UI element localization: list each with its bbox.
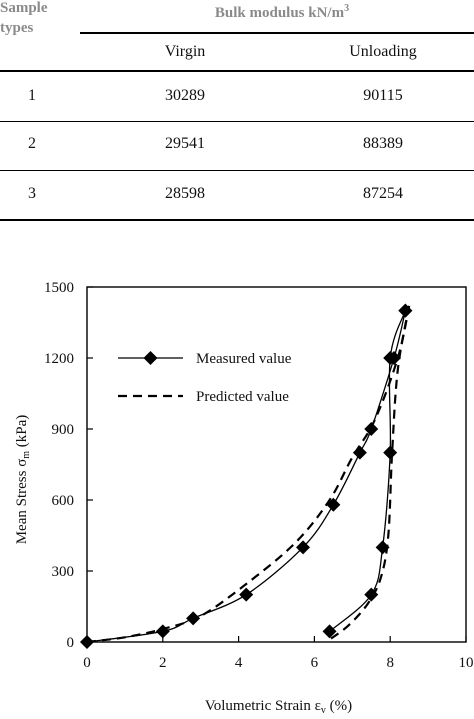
x-axis-label: Volumetric Strain εv (%) xyxy=(205,698,352,716)
row-2-type: 2 xyxy=(28,135,36,152)
x-axis-label-unit: (%) xyxy=(326,698,352,714)
sample-types-header: Sample types xyxy=(0,0,70,38)
bulk-modulus-table: Sample types Bulk modulus kN/m3 Virgin Un… xyxy=(0,0,474,222)
x-tick-label-2: 2 xyxy=(159,655,167,671)
y-axis-label-sub: m xyxy=(21,451,32,459)
series-1-unloading-point-1 xyxy=(398,303,413,318)
row-rule-1 xyxy=(0,121,474,122)
series-1-loading-point-2 xyxy=(155,624,170,639)
y-tick-label-1500: 1500 xyxy=(44,280,74,296)
bulk-modulus-header: Bulk modulus kN/m3 xyxy=(90,3,474,22)
y-tick-label-1200: 1200 xyxy=(44,351,74,367)
y-tick-label-300: 300 xyxy=(52,564,75,580)
bulk-modulus-sup: 3 xyxy=(344,3,350,14)
row-3-type: 3 xyxy=(28,185,36,202)
header-rule xyxy=(0,70,474,72)
legend-measured-marker xyxy=(143,351,158,365)
legend-measured-label: Measured value xyxy=(196,351,292,367)
y-axis-label: Mean Stress σm (kPa) xyxy=(14,415,32,545)
series-1-loading-line xyxy=(86,310,407,643)
plot-frame xyxy=(86,286,467,643)
series-1-loading-point-5 xyxy=(296,540,311,555)
legend-predicted-label: Predicted value xyxy=(196,389,289,405)
group-rule xyxy=(80,32,474,34)
row-2-virgin: 29541 xyxy=(165,135,205,152)
series-2-loading-line xyxy=(86,305,411,644)
col-virgin-header: Virgin xyxy=(164,43,206,60)
row-rule-2 xyxy=(0,170,474,171)
row-2-unloading: 88389 xyxy=(363,135,403,152)
series-1-unloading-point-6 xyxy=(322,624,337,639)
x-tick-label-6: 6 xyxy=(311,655,319,671)
series-1-unloading-point-3 xyxy=(383,445,398,460)
bulk-modulus-text: Bulk modulus kN/m xyxy=(214,5,345,21)
series-1-unloading-point-2 xyxy=(383,351,398,365)
sample-types-line-1: Sample xyxy=(0,0,48,16)
series-2-unloading-line xyxy=(328,305,411,641)
row-3-unloading: 87254 xyxy=(363,185,403,202)
row-1-virgin: 30289 xyxy=(165,87,205,104)
y-tick-label-600: 600 xyxy=(52,493,75,509)
y-axis-label-unit: (kPa) xyxy=(14,415,30,451)
row-3-virgin: 28598 xyxy=(165,185,205,202)
x-tick-label-4: 4 xyxy=(235,655,243,671)
row-1-unloading: 90115 xyxy=(363,87,403,104)
series-1-loading-point-8 xyxy=(364,422,379,436)
y-tick-label-0: 0 xyxy=(67,635,75,651)
x-tick-label-8: 8 xyxy=(386,655,394,671)
row-1-type: 1 xyxy=(28,87,36,104)
col-unloading-header: Unloading xyxy=(349,43,417,60)
x-tick-label-10: 10 xyxy=(459,655,474,671)
x-axis-label-sub: v xyxy=(321,705,326,716)
x-tick-label-0: 0 xyxy=(83,655,91,671)
y-tick-label-900: 900 xyxy=(52,422,75,438)
bottom-rule xyxy=(0,219,474,221)
sample-types-line-2: types xyxy=(0,20,34,36)
series-1-loading-point-4 xyxy=(239,587,254,602)
series-1-loading-point-3 xyxy=(186,611,201,626)
